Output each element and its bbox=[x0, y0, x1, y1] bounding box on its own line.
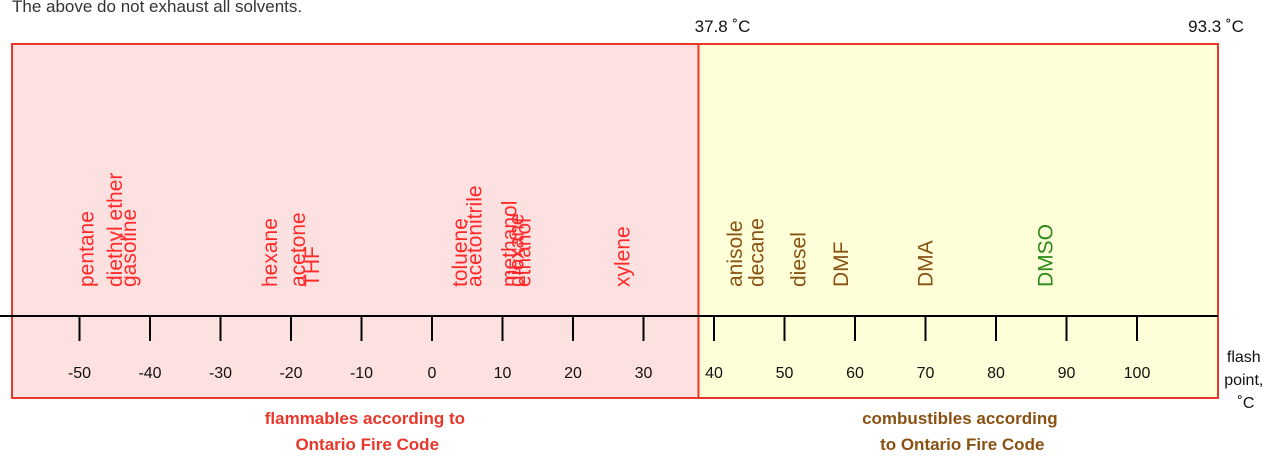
axis-tick-label: 100 bbox=[1124, 365, 1151, 382]
axis-ticks: -50 -40 -30 -20 -10 0 10 20 30 40 50 60 70 80 90 100 bbox=[68, 317, 1151, 382]
solvent-label: diesel bbox=[788, 232, 811, 287]
axis-tick-label: 30 bbox=[635, 365, 653, 382]
solvent-label: DMSO bbox=[1034, 224, 1057, 287]
solvent-label: xylene bbox=[611, 226, 634, 287]
solvent-label: decane bbox=[745, 218, 768, 287]
axis-label: flash point, ˚C bbox=[1224, 349, 1268, 412]
axis-tick-label: 10 bbox=[494, 365, 512, 382]
flammable-region bbox=[11, 43, 700, 399]
solvent-label: acetonitrile bbox=[463, 185, 486, 287]
axis-tick-label: -30 bbox=[209, 365, 232, 382]
axis-tick-label: 0 bbox=[428, 365, 437, 382]
axis-tick-label: -50 bbox=[68, 365, 91, 382]
solvent-label: pentane bbox=[76, 211, 99, 287]
combustible-caption: combustibles according to Ontario Fire C… bbox=[862, 409, 1062, 454]
solvent-label: dioxane bbox=[506, 213, 529, 287]
solvent-label: acetone bbox=[287, 212, 310, 287]
axis-tick-label: -20 bbox=[279, 365, 302, 382]
axis-tick-label: -10 bbox=[350, 365, 373, 382]
solvent-label: ethanol bbox=[513, 218, 536, 287]
flammable-limit-label: 37.8 ˚C bbox=[695, 17, 751, 36]
top-note: The above do not exhaust all solvents. bbox=[12, 0, 302, 16]
solvent-label: THF bbox=[301, 246, 324, 287]
axis-tick-label: 40 bbox=[705, 365, 723, 382]
solvent-label: gasoline bbox=[118, 209, 141, 287]
axis-tick-label: 60 bbox=[846, 365, 864, 382]
solvent-label: diethyl ether bbox=[104, 173, 127, 287]
axis-tick-label: -40 bbox=[138, 365, 161, 382]
axis-tick-label: 70 bbox=[917, 365, 935, 382]
solvent-label: hexane bbox=[259, 218, 282, 287]
solvent-label: anisole bbox=[724, 220, 747, 287]
solvent-label: methanol bbox=[499, 201, 522, 287]
solvent-label: DMA bbox=[915, 240, 938, 287]
combustible-region bbox=[697, 43, 1219, 399]
flammable-caption: flammables according to Ontario Fire Cod… bbox=[265, 409, 470, 454]
axis-tick-label: 20 bbox=[564, 365, 582, 382]
solvent-label: DMF bbox=[830, 242, 853, 288]
axis-tick-label: 50 bbox=[776, 365, 794, 382]
solvent-label: toluene bbox=[449, 218, 472, 287]
axis-tick-label: 90 bbox=[1058, 365, 1076, 382]
combustible-limit-label: 93.3 ˚C bbox=[1188, 17, 1244, 36]
axis-tick-label: 80 bbox=[987, 365, 1005, 382]
